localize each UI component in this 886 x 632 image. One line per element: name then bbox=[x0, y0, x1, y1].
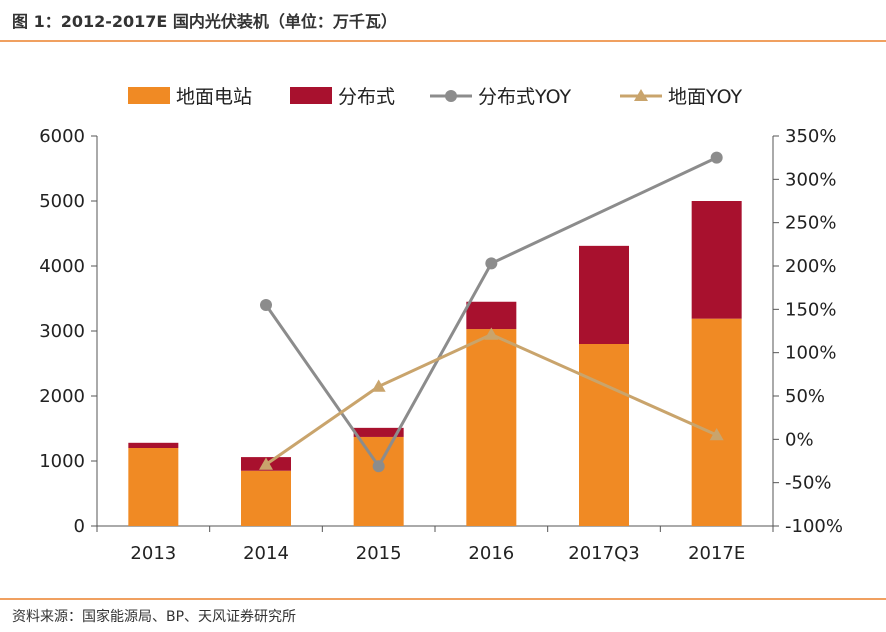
line-series bbox=[259, 151, 724, 473]
x-tick-label: 2013 bbox=[130, 543, 176, 564]
source-note: 资料来源：国家能源局、BP、天风证券研究所 bbox=[12, 609, 297, 625]
tick-labels: 0 1000 2000 3000 4000 5000 6000 -100% -50% 0% 50% 1… bbox=[39, 126, 843, 564]
legend-swatch bbox=[290, 87, 332, 104]
y-left-tick-label: 0 bbox=[74, 516, 85, 537]
bar-series bbox=[128, 201, 742, 526]
legend-marker bbox=[445, 90, 457, 102]
point-distributed-yoy bbox=[260, 299, 272, 311]
y-right-tick-label: 100% bbox=[785, 343, 836, 364]
chart: 地面电站 分布式 分布式YOY 地面YOY 0 1000 2000 3000 4000 5000… bbox=[39, 86, 843, 564]
y-right-tick-label: 0% bbox=[785, 429, 814, 450]
legend-label: 地面YOY bbox=[668, 86, 742, 108]
source-divider bbox=[0, 598, 886, 600]
bar-ground-station bbox=[128, 448, 179, 526]
y-left-tick-label: 1000 bbox=[39, 451, 85, 472]
bar-ground-station bbox=[466, 329, 517, 526]
title-divider bbox=[0, 40, 886, 42]
point-ground-yoy bbox=[259, 457, 273, 470]
bar-distributed bbox=[579, 245, 629, 344]
point-distributed-yoy bbox=[485, 257, 498, 270]
legend-marker bbox=[634, 89, 648, 101]
line-distributed-yoy bbox=[264, 156, 718, 470]
y-right-tick-label: -50% bbox=[785, 473, 832, 494]
point-distributed-yoy bbox=[710, 151, 723, 164]
legend-label: 分布式YOY bbox=[478, 86, 571, 108]
bar-ground-station bbox=[579, 344, 629, 526]
bar-distributed bbox=[691, 201, 742, 319]
y-left-tick-label: 5000 bbox=[39, 191, 85, 212]
y-left-tick-label: 3000 bbox=[39, 321, 85, 342]
y-right-tick-label: 150% bbox=[785, 299, 836, 320]
y-right-tick-label: 250% bbox=[785, 213, 836, 234]
point-ground-yoy bbox=[484, 327, 499, 340]
bar-distributed bbox=[353, 427, 404, 437]
axes bbox=[91, 135, 779, 532]
y-right-tick-label: 50% bbox=[785, 386, 825, 407]
bar-ground-station bbox=[353, 436, 404, 526]
line-ground-yoy bbox=[265, 332, 718, 466]
y-left-tick-label: 6000 bbox=[39, 126, 85, 147]
y-right-tick-label: -100% bbox=[785, 516, 843, 537]
legend-label: 地面电站 bbox=[176, 86, 252, 108]
y-right-tick-label: 300% bbox=[785, 169, 836, 190]
chart-title: 图 1：2012-2017E 国内光伏装机（单位：万千瓦） bbox=[12, 12, 397, 31]
legend-label: 分布式 bbox=[338, 86, 395, 108]
x-tick-label: 2015 bbox=[356, 543, 402, 564]
y-right-tick-label: 350% bbox=[785, 126, 836, 147]
point-distributed-yoy bbox=[372, 460, 385, 473]
point-ground-yoy bbox=[709, 428, 724, 441]
legend-swatch bbox=[128, 87, 170, 104]
bar-distributed bbox=[128, 442, 179, 448]
x-tick-label: 2016 bbox=[468, 543, 514, 564]
y-left-tick-label: 2000 bbox=[39, 386, 85, 407]
y-right-tick-label: 200% bbox=[785, 256, 836, 277]
x-tick-label: 2014 bbox=[243, 543, 289, 564]
x-tick-label: 2017E bbox=[688, 543, 745, 564]
bar-distributed bbox=[466, 301, 517, 330]
legend: 地面电站 分布式 分布式YOY 地面YOY bbox=[128, 86, 742, 108]
bar-ground-station bbox=[691, 318, 742, 526]
x-tick-label: 2017Q3 bbox=[568, 543, 639, 564]
point-ground-yoy bbox=[371, 379, 386, 392]
bar-ground-station bbox=[241, 470, 291, 526]
y-left-tick-label: 4000 bbox=[39, 256, 85, 277]
